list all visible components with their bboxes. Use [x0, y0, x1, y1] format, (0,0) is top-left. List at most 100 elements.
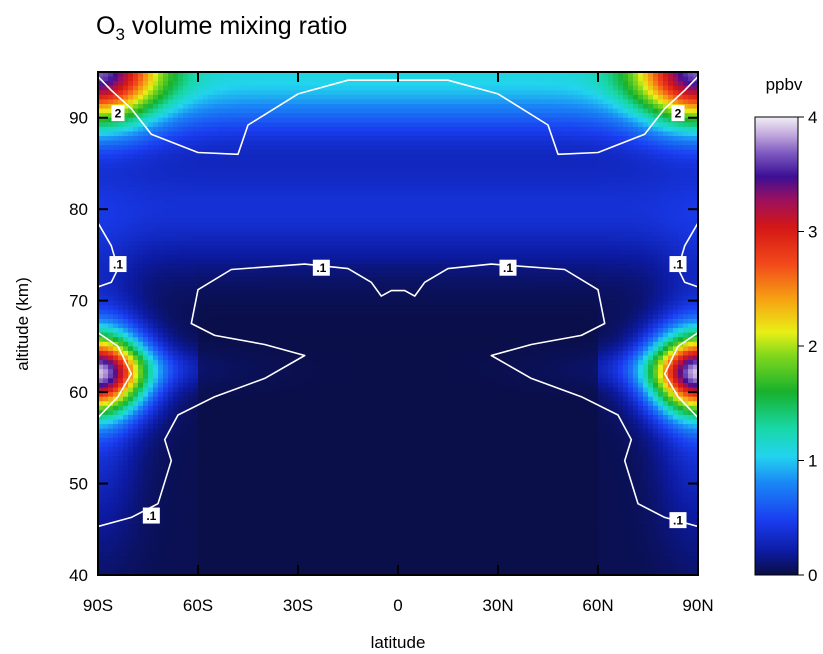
field-cell [108, 533, 114, 540]
field-cell [293, 282, 299, 288]
field-cell [223, 433, 229, 439]
field-cell [253, 360, 259, 366]
field-cell [273, 501, 279, 508]
field-cell [183, 232, 189, 238]
field-cell [248, 341, 254, 347]
field-cell [248, 104, 254, 110]
field-cell [218, 524, 224, 530]
field-cell [178, 190, 184, 197]
field-cell [123, 465, 129, 471]
field-cell [223, 533, 229, 540]
field-cell [193, 122, 199, 128]
field-cell [313, 200, 319, 206]
field-cell [293, 76, 299, 82]
field-cell [138, 469, 144, 475]
field-cell [183, 552, 189, 558]
field-cell [308, 222, 314, 229]
field-cell [148, 108, 154, 114]
field-cell [323, 236, 329, 242]
field-cell [138, 465, 144, 471]
field-cell [188, 213, 194, 219]
field-cell [208, 456, 214, 462]
field-cell [293, 181, 299, 187]
field-cell [148, 474, 154, 480]
field-cell [178, 108, 184, 114]
field-cell [113, 510, 119, 517]
field-cell [218, 437, 224, 443]
field-cell [218, 346, 224, 352]
field-cell [188, 488, 194, 494]
field-cell [248, 497, 254, 503]
field-cell [183, 149, 189, 155]
field-cell [243, 442, 249, 448]
field-cell [188, 419, 194, 425]
field-cell [173, 122, 179, 128]
field-cell [118, 181, 124, 187]
field-cell [298, 126, 304, 133]
field-cell [213, 245, 219, 251]
field-cell [138, 309, 144, 315]
field-cell [213, 181, 219, 187]
field-cell [268, 300, 274, 306]
field-cell [308, 515, 314, 521]
field-cell [198, 227, 204, 233]
field-cell [308, 465, 314, 471]
field-cell [253, 136, 259, 142]
field-cell [288, 510, 294, 517]
field-cell [318, 565, 324, 572]
field-cell [103, 149, 109, 155]
field-cell [293, 149, 299, 155]
field-cell [238, 99, 244, 105]
field-cell [193, 483, 199, 489]
field-cell [103, 520, 109, 526]
field-cell [123, 76, 129, 82]
field-cell [318, 140, 324, 146]
field-cell [203, 291, 209, 297]
field-cell [233, 424, 239, 430]
field-cell [293, 291, 299, 297]
field-cell [238, 570, 244, 575]
field-cell [238, 387, 244, 393]
field-cell [113, 282, 119, 288]
field-cell [303, 200, 309, 206]
field-cell [138, 190, 144, 197]
field-cell [318, 291, 324, 297]
field-cell [258, 158, 264, 165]
field-cell [108, 369, 114, 375]
field-cell [183, 136, 189, 142]
field-cell [183, 168, 189, 174]
field-cell [258, 337, 264, 343]
field-cell [153, 131, 159, 137]
field-cell [123, 232, 129, 238]
field-cell [228, 149, 234, 155]
field-cell [103, 414, 109, 421]
field-cell [138, 209, 144, 215]
field-cell [223, 405, 229, 411]
field-cell [198, 350, 204, 357]
field-cell [173, 410, 179, 416]
field-cell [163, 245, 169, 251]
field-cell [118, 488, 124, 494]
field-cell [298, 446, 304, 453]
field-cell [208, 373, 214, 379]
field-cell [303, 126, 309, 133]
field-cell [198, 520, 204, 526]
field-cell [138, 85, 144, 91]
field-cell [243, 488, 249, 494]
field-cell [128, 277, 134, 283]
field-cell [148, 277, 154, 283]
field-cell [233, 250, 239, 256]
field-cell [208, 126, 214, 133]
field-cell [203, 145, 209, 151]
field-cell [248, 145, 254, 151]
field-cell [143, 350, 149, 357]
field-cell [183, 332, 189, 338]
field-cell [248, 245, 254, 251]
field-cell [218, 222, 224, 229]
field-cell [293, 392, 299, 398]
field-cell [163, 538, 169, 544]
field-cell [263, 241, 269, 247]
field-cell [263, 346, 269, 352]
field-cell [98, 561, 104, 567]
field-cell [313, 492, 319, 498]
